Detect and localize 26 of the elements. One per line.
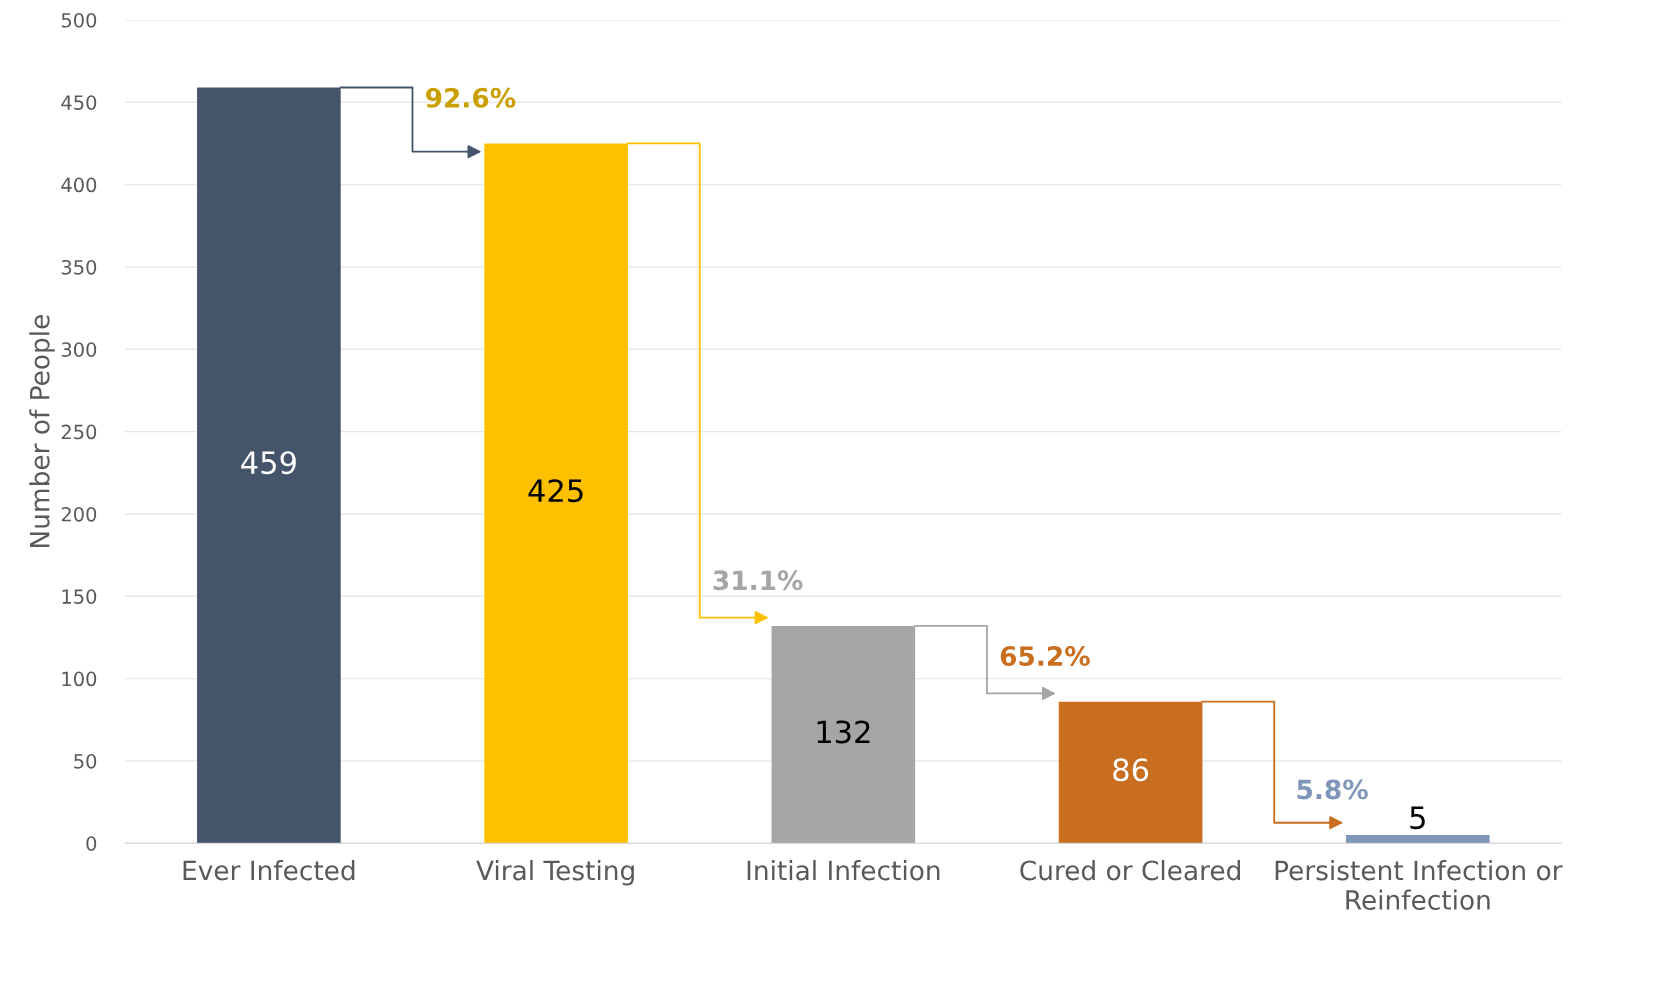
annotation: 31.1% <box>713 570 803 591</box>
y-tick-label: 100 <box>62 671 97 687</box>
y-tick-label: 500 <box>61 12 97 28</box>
x-tick-label: Initial Infection <box>747 859 940 881</box>
y-tick-label: 50 <box>74 753 97 769</box>
data-label: 5 <box>1410 806 1425 830</box>
data-label: 425 <box>528 479 583 503</box>
data-label: 86 <box>1113 758 1149 782</box>
x-tick-label: Cured or Cleared <box>1020 859 1240 881</box>
x-tick-label: Ever Infected <box>183 859 355 881</box>
y-tick-label: 250 <box>61 424 97 440</box>
annotation: 5.8% <box>1297 779 1368 800</box>
y-tick-label: 200 <box>61 506 97 522</box>
x-tick-label: Persistent Infection or Reinfection <box>1275 859 1563 910</box>
y-tick-label: 350 <box>61 259 97 275</box>
y-tick-label: 0 <box>86 836 97 851</box>
y-tick-label: 400 <box>61 177 97 193</box>
data-label: 132 <box>817 720 870 744</box>
data-label: 459 <box>241 451 296 475</box>
annotation: 65.2% <box>1000 646 1090 667</box>
y-axis-title: Number of People <box>29 315 55 547</box>
y-tick-label: 450 <box>61 95 97 110</box>
y-tick-label: 150 <box>62 589 97 604</box>
x-tick-label: Viral Testing <box>476 859 634 886</box>
annotation: 92.6% <box>426 87 516 108</box>
y-tick-label: 300 <box>61 342 97 357</box>
